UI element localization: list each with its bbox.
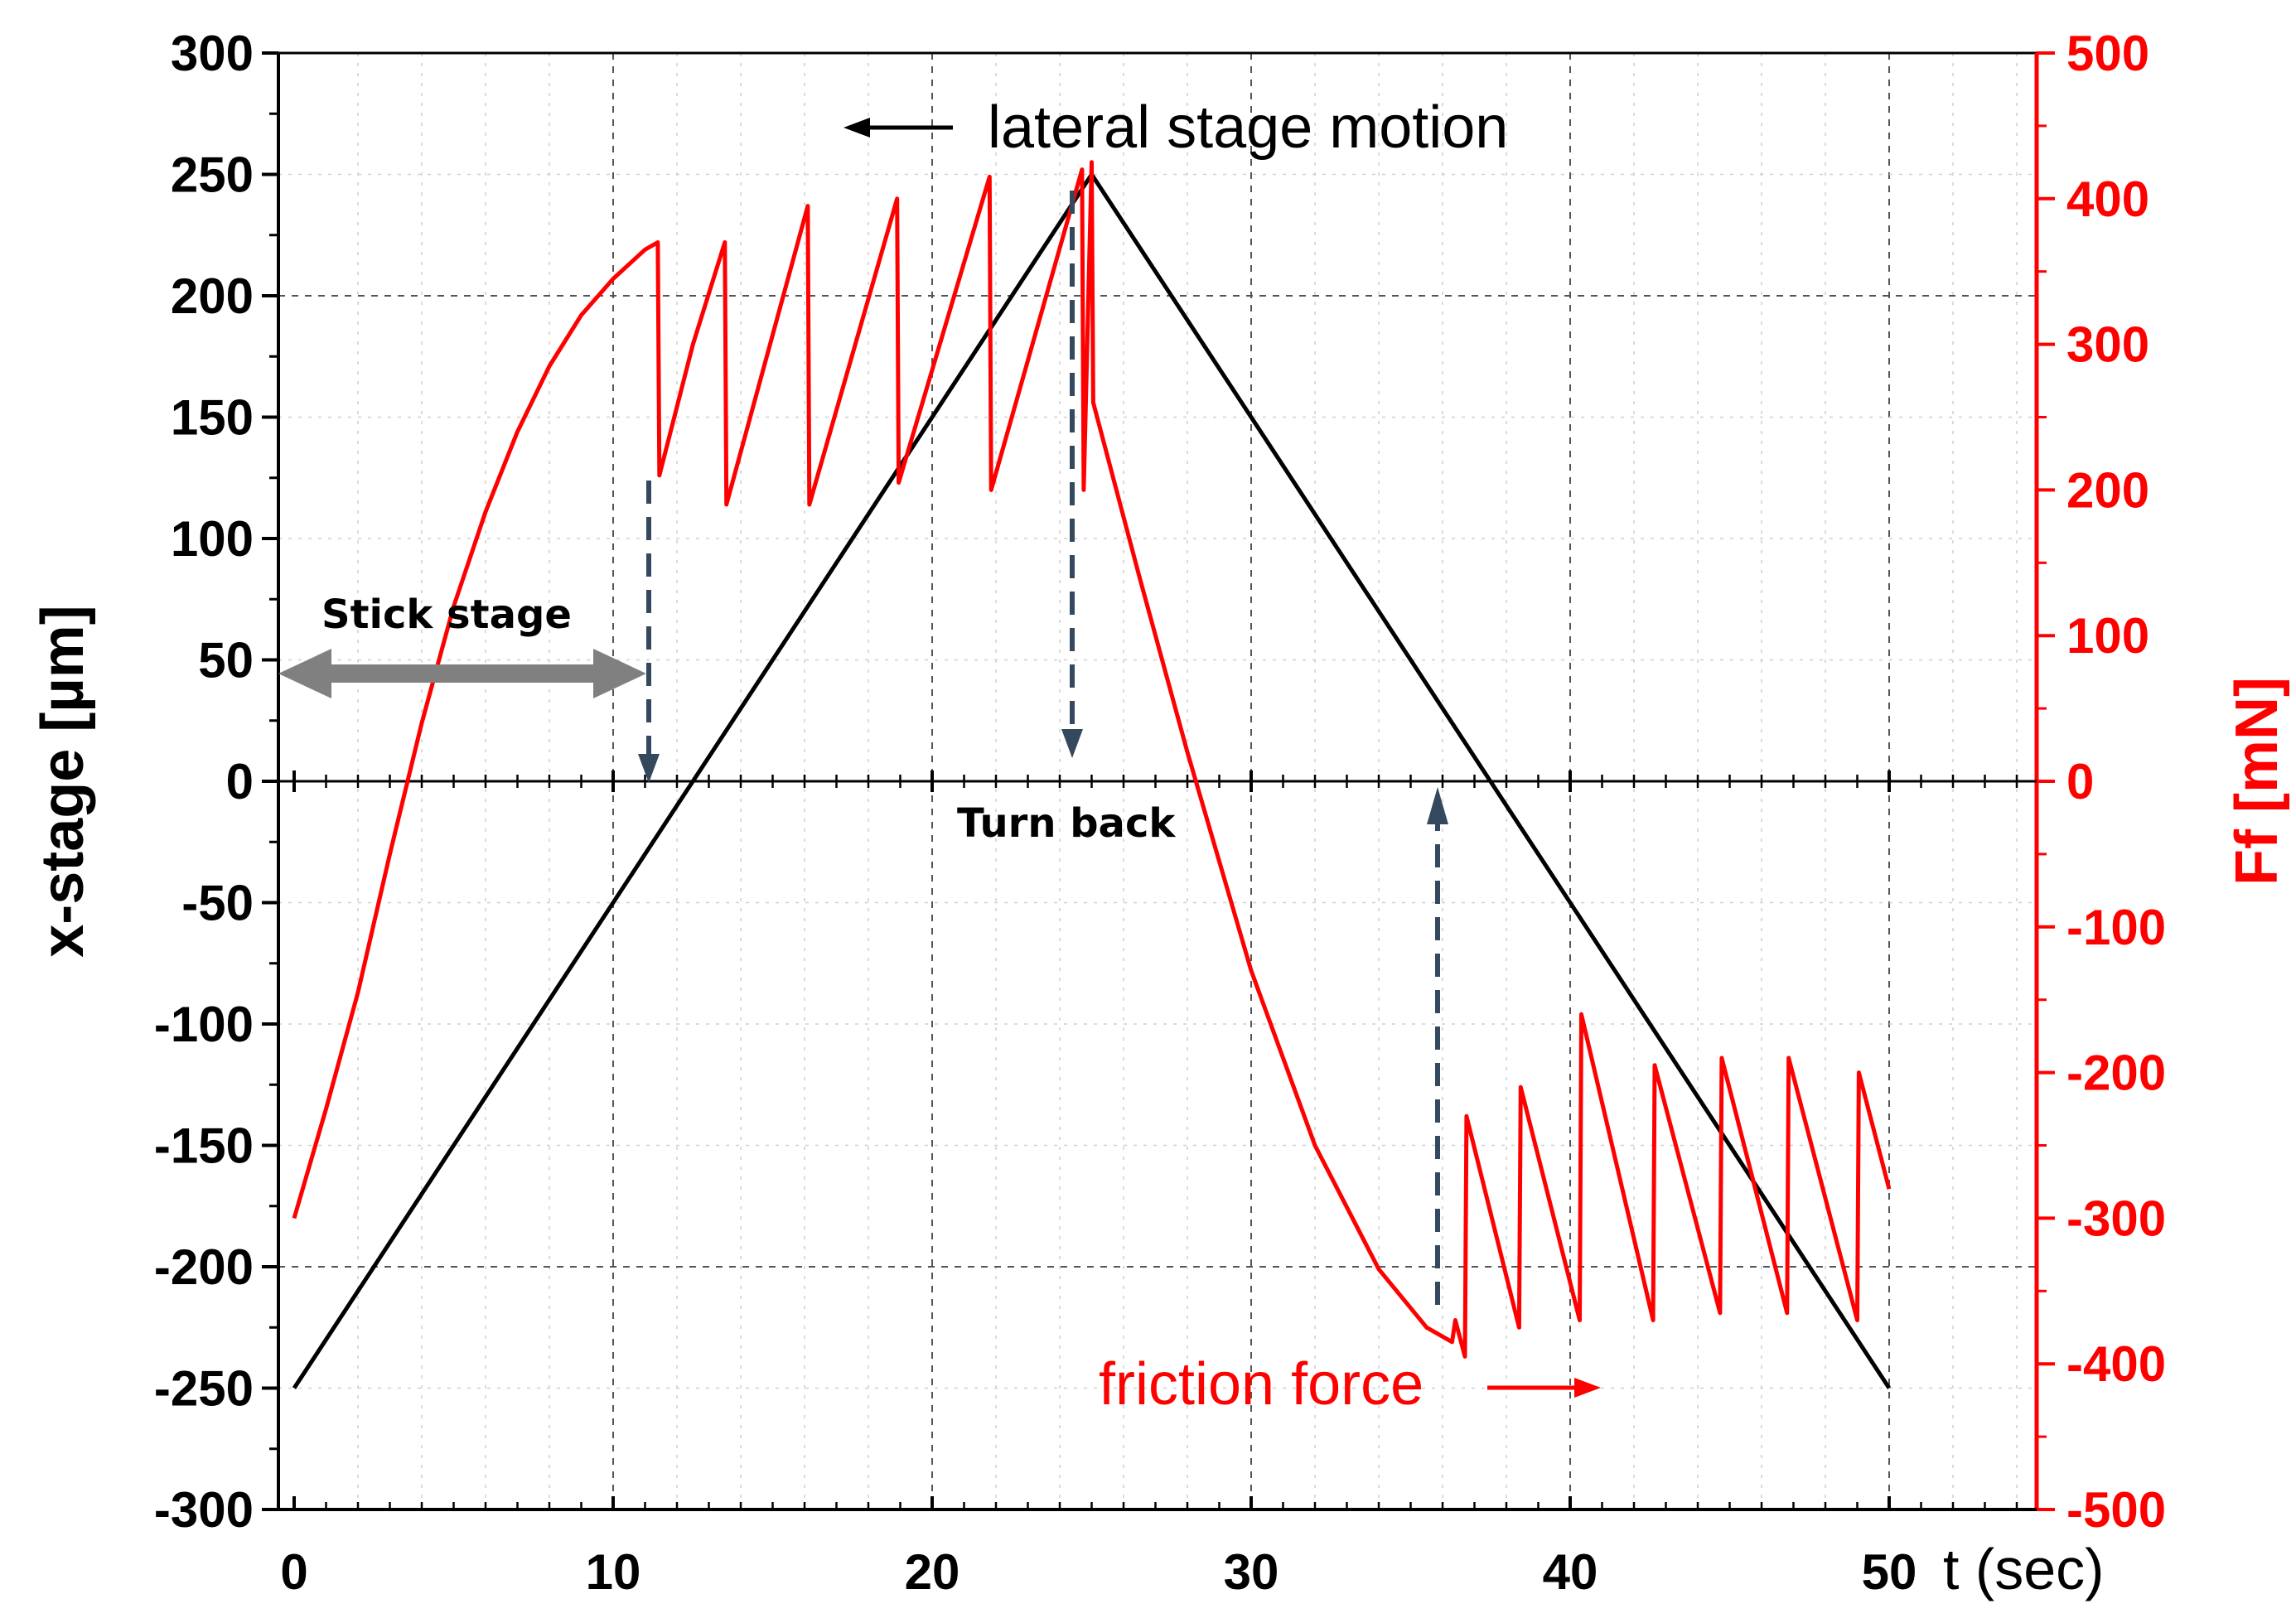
x-tick-label: 40: [1543, 1544, 1598, 1600]
tick-labels: -300-250-200-150-100-5005010015020025030…: [154, 26, 2166, 1600]
right-y-tick-label: -300: [2066, 1191, 2166, 1246]
x-axis-label: t (sec): [1943, 1537, 2104, 1601]
turn-back-label: Turn back: [957, 800, 1176, 847]
friction-force-arrowhead: [1574, 1378, 1601, 1398]
right-y-tick-label: -100: [2066, 900, 2166, 955]
right-y-tick-label: 200: [2066, 462, 2149, 518]
right-y-tick-label: -200: [2066, 1046, 2166, 1101]
lateral-motion-arrowhead: [843, 118, 870, 138]
left-y-tick-label: -150: [154, 1118, 254, 1174]
lateral-stage-motion-label: lateral stage motion: [988, 94, 1508, 161]
left-y-tick-label: 200: [171, 268, 254, 324]
left-y-axis-label: x-stage [µm]: [30, 605, 96, 958]
friction-force-label: friction force: [1099, 1351, 1424, 1418]
right-y-tick-label: 500: [2066, 26, 2149, 81]
right-y-tick-label: -500: [2066, 1482, 2166, 1538]
turn-back-marker-arrowhead: [1061, 729, 1083, 758]
right-y-tick-label: 400: [2066, 171, 2149, 227]
marker-arrows: [638, 191, 1448, 1305]
left-y-tick-label: 50: [198, 633, 254, 688]
left-y-tick-label: 300: [171, 26, 254, 81]
reverse-slip-marker-arrowhead: [1427, 787, 1448, 824]
left-y-tick-label: 150: [171, 390, 254, 446]
stick-stage-arrow: [278, 649, 646, 698]
stick-end-marker-arrowhead: [638, 754, 660, 783]
left-y-tick-label: -200: [154, 1239, 254, 1295]
axis-ticks: [262, 51, 2055, 1511]
left-y-tick-label: 0: [226, 754, 254, 809]
right-y-tick-label: 100: [2066, 608, 2149, 664]
x-tick-label: 50: [1862, 1544, 1917, 1600]
friction-force-series-line: [292, 160, 1892, 1359]
left-y-tick-label: -50: [181, 876, 254, 931]
left-y-tick-label: 100: [171, 511, 254, 567]
left-y-tick-label: 250: [171, 147, 254, 203]
right-y-axis-label: Ff [mN]: [2224, 677, 2290, 886]
left-y-tick-label: -100: [154, 997, 254, 1052]
x-tick-label: 30: [1224, 1544, 1279, 1600]
right-y-tick-label: 0: [2066, 754, 2094, 809]
left-y-tick-label: -250: [154, 1361, 254, 1417]
right-y-tick-label: -400: [2066, 1336, 2166, 1392]
stick-stage-label: Stick stage: [321, 592, 572, 638]
x-tick-label: 10: [586, 1544, 641, 1600]
x-tick-label: 20: [905, 1544, 960, 1600]
right-y-tick-label: 300: [2066, 317, 2149, 373]
series-group: [292, 160, 1892, 1389]
left-y-tick-label: -300: [154, 1482, 254, 1538]
x-tick-label: 0: [280, 1544, 307, 1600]
